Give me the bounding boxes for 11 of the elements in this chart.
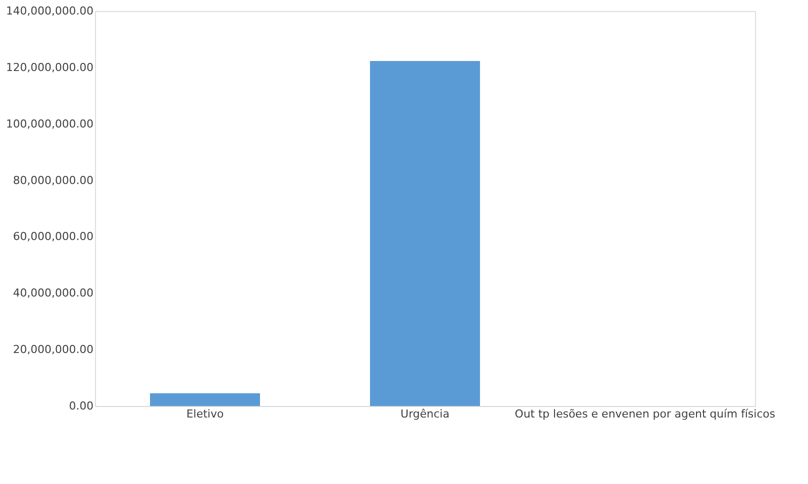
y-tick-label: 0.00 bbox=[69, 400, 94, 412]
y-tick-label: 80,000,000.00 bbox=[13, 174, 94, 187]
x-tick-label: Out tp lesões e envenen por agent quím físicos bbox=[514, 408, 776, 420]
x-tick-label: Eletivo bbox=[186, 408, 224, 420]
y-tick-label: 100,000,000.00 bbox=[6, 117, 94, 130]
y-tick-label: 60,000,000.00 bbox=[13, 230, 94, 244]
y-tick-label: 140,000,000.00 bbox=[6, 4, 94, 18]
y-tick-label: 20,000,000.00 bbox=[13, 343, 94, 356]
y-tick-label: 40,000,000.00 bbox=[13, 286, 94, 300]
y-tick-label: 120,000,000.00 bbox=[6, 60, 94, 74]
x-tick-label: Urgência bbox=[400, 408, 450, 420]
